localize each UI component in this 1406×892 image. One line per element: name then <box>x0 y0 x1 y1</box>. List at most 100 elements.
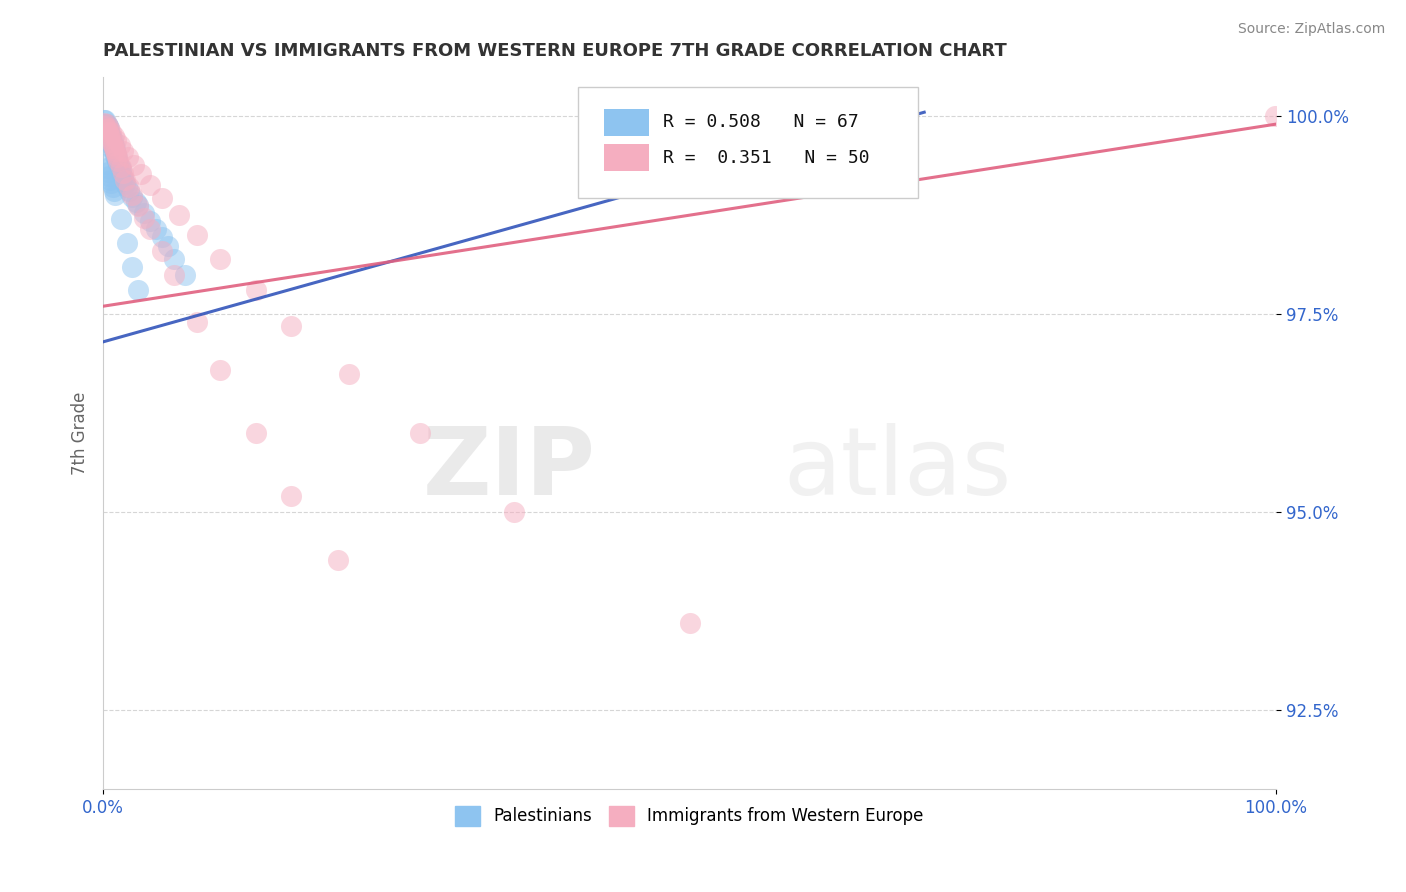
Point <box>98 130 121 145</box>
Point <box>96 117 118 131</box>
Point <box>96 121 118 136</box>
Point <box>93 113 115 128</box>
Point <box>112 144 135 158</box>
Point <box>245 425 267 440</box>
Point <box>103 141 125 155</box>
Point <box>98 169 121 183</box>
Point <box>96 121 118 136</box>
Text: R =  0.351   N = 50: R = 0.351 N = 50 <box>662 149 869 167</box>
Point <box>105 150 128 164</box>
Point <box>122 158 145 172</box>
Point <box>118 185 141 199</box>
Point <box>1264 109 1286 123</box>
Point <box>104 149 127 163</box>
Point <box>98 133 121 147</box>
Point <box>409 425 432 440</box>
FancyBboxPatch shape <box>605 109 648 136</box>
Point <box>112 166 135 180</box>
Point <box>114 172 136 186</box>
Point <box>98 131 121 145</box>
Point <box>101 136 124 151</box>
Point <box>98 128 121 143</box>
Point <box>97 125 120 139</box>
Legend: Palestinians, Immigrants from Western Europe: Palestinians, Immigrants from Western Eu… <box>447 797 932 834</box>
Point <box>96 125 118 139</box>
FancyBboxPatch shape <box>605 145 648 171</box>
Point <box>162 252 184 266</box>
Point <box>114 178 136 192</box>
Point <box>98 172 121 186</box>
Point <box>105 154 128 169</box>
Point <box>98 128 121 143</box>
Point <box>94 157 117 171</box>
Text: ZIP: ZIP <box>423 423 596 515</box>
Point <box>98 125 121 139</box>
Point <box>145 221 167 235</box>
Point <box>103 128 125 143</box>
Point <box>101 141 124 155</box>
Point <box>280 318 302 333</box>
Point <box>112 170 135 185</box>
Point <box>125 194 148 209</box>
Point <box>115 235 138 250</box>
Point <box>100 128 122 143</box>
Point <box>98 121 121 136</box>
Point <box>162 268 184 282</box>
Point <box>100 141 122 155</box>
Point <box>121 188 143 202</box>
Point <box>280 489 302 503</box>
Point <box>93 115 115 129</box>
Point <box>139 178 162 192</box>
Text: Source: ZipAtlas.com: Source: ZipAtlas.com <box>1237 22 1385 37</box>
Point <box>93 117 115 131</box>
Point <box>103 139 125 153</box>
Point <box>186 227 208 242</box>
Point <box>105 150 128 164</box>
Point <box>174 268 197 282</box>
Point <box>115 180 138 194</box>
Point <box>150 244 173 258</box>
Point <box>94 113 117 128</box>
Point <box>139 213 162 227</box>
Point <box>326 552 349 566</box>
Point <box>97 122 120 136</box>
Point <box>101 133 124 147</box>
Point <box>127 199 149 213</box>
Point <box>111 169 134 183</box>
Point <box>98 127 121 141</box>
Point <box>107 153 129 168</box>
Point <box>156 239 179 253</box>
Point <box>127 198 149 212</box>
Point <box>110 166 132 180</box>
Point <box>127 284 149 298</box>
Point <box>100 177 122 191</box>
Point <box>98 121 121 136</box>
Point <box>150 229 173 244</box>
Point <box>209 362 232 376</box>
Point <box>245 284 267 298</box>
Point <box>110 212 132 227</box>
Point <box>339 367 361 381</box>
Point <box>678 615 700 630</box>
Point <box>134 206 156 220</box>
Point <box>105 151 128 165</box>
Point <box>107 157 129 171</box>
Point <box>209 252 232 266</box>
Point <box>105 147 128 161</box>
Point <box>108 138 131 153</box>
Point <box>103 143 125 157</box>
Point <box>105 147 128 161</box>
Point <box>96 161 118 175</box>
Point <box>121 190 143 204</box>
Y-axis label: 7th Grade: 7th Grade <box>72 392 89 475</box>
Point <box>94 121 117 136</box>
Point <box>104 145 127 159</box>
Point <box>502 505 524 519</box>
FancyBboxPatch shape <box>578 87 918 198</box>
Point <box>105 133 128 147</box>
Point <box>117 150 139 164</box>
Point <box>121 260 143 274</box>
Point <box>104 141 127 155</box>
Point <box>112 174 135 188</box>
Point <box>94 117 117 131</box>
